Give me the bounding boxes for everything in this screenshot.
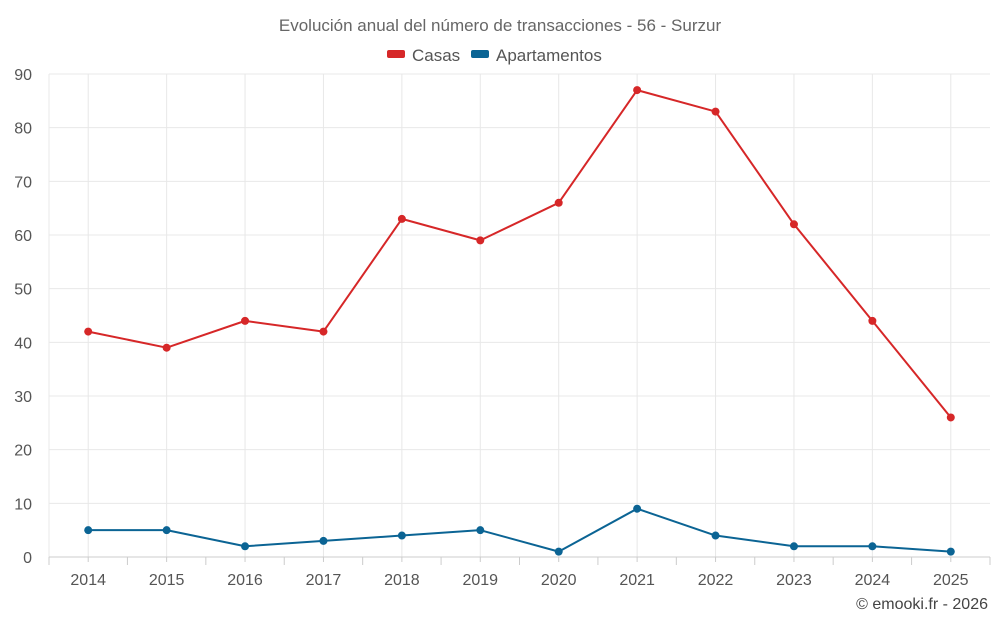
x-tick-label: 2017 [306,572,342,589]
data-point-casas-2015[interactable] [162,343,171,352]
y-tick-label: 60 [14,228,32,245]
legend-label-casas[interactable]: Casas [412,46,460,65]
axes: 0 10 20 30 40 50 60 70 80 90 2014 2015 2016 2017 2018 2… [14,67,991,589]
data-point-casas-2023[interactable] [789,220,798,229]
y-tick-label: 90 [14,67,32,84]
y-tick-label: 0 [23,550,32,567]
credit-text: © emooki.fr - 2026 [856,596,988,613]
y-tick-label: 40 [14,335,32,352]
x-tick-label: 2019 [462,572,498,589]
x-tick-label: 2025 [933,572,969,589]
data-point-casas-2018[interactable] [397,214,406,223]
series-apartamentos [84,504,955,556]
x-tick-label: 2024 [855,572,891,589]
data-point-apartamentos-2017[interactable] [319,536,328,545]
data-point-casas-2021[interactable] [633,86,642,95]
data-point-apartamentos-2024[interactable] [868,542,877,551]
data-point-apartamentos-2015[interactable] [162,526,171,535]
x-tick-label: 2020 [541,572,577,589]
data-point-casas-2016[interactable] [241,316,250,325]
data-point-apartamentos-2023[interactable] [789,542,798,551]
data-point-apartamentos-2020[interactable] [554,547,563,556]
data-point-apartamentos-2014[interactable] [84,526,93,535]
y-tick-label: 50 [14,282,32,299]
x-tick-label: 2014 [70,572,106,589]
series [84,86,955,556]
legend[interactable]: Casas Apartamentos [387,46,602,65]
data-point-casas-2017[interactable] [319,327,328,336]
data-point-apartamentos-2019[interactable] [476,526,485,535]
data-point-apartamentos-2021[interactable] [633,504,642,513]
legend-swatch-apartamentos [471,50,489,58]
data-point-casas-2024[interactable] [868,316,877,325]
data-point-casas-2025[interactable] [946,413,955,422]
legend-item-apartamentos[interactable]: Apartamentos [471,46,602,65]
legend-swatch-casas [387,50,405,58]
x-tick-label: 2022 [698,572,734,589]
legend-label-apartamentos[interactable]: Apartamentos [496,46,602,65]
y-tick-label: 20 [14,443,32,460]
data-point-casas-2022[interactable] [711,107,720,116]
x-tick-label: 2015 [149,572,185,589]
data-point-casas-2014[interactable] [84,327,93,336]
y-tick-label: 80 [14,121,32,138]
legend-item-casas[interactable]: Casas [387,46,460,65]
y-tick-label: 70 [14,174,32,191]
series-casas [84,86,955,422]
x-tick-label: 2023 [776,572,812,589]
data-point-apartamentos-2016[interactable] [241,542,250,551]
data-point-casas-2019[interactable] [476,236,485,245]
chart-title: Evolución anual del número de transaccio… [279,16,722,35]
series-line-casas [88,89,952,419]
y-tick-label: 10 [14,496,32,513]
data-point-apartamentos-2025[interactable] [946,547,955,556]
data-point-apartamentos-2018[interactable] [397,531,406,540]
x-tick-label: 2021 [619,572,655,589]
data-point-casas-2020[interactable] [554,198,563,207]
x-tick-label: 2018 [384,572,420,589]
grid [48,73,990,557]
series-line-apartamentos [88,507,951,553]
x-tick-label: 2016 [227,572,263,589]
data-point-apartamentos-2022[interactable] [711,531,720,540]
y-tick-label: 30 [14,389,32,406]
